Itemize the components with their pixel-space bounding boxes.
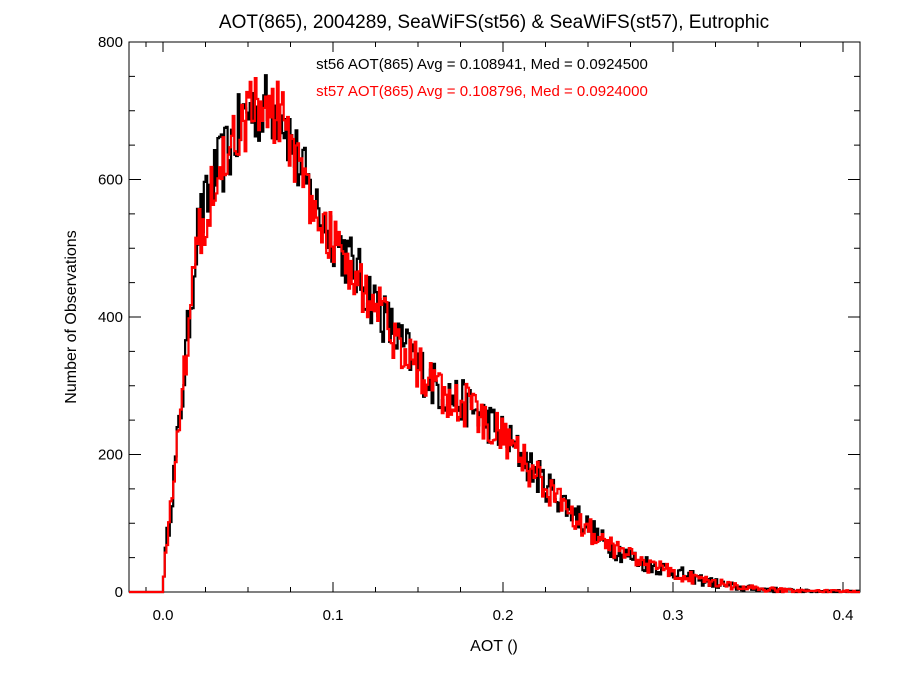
y-tick-label: 200 bbox=[98, 447, 123, 464]
y-axis-label: Number of Observations bbox=[63, 230, 80, 403]
y-tick-label: 600 bbox=[98, 172, 123, 189]
x-axis-label: AOT () bbox=[470, 638, 518, 655]
x-tick-label: 0.2 bbox=[493, 607, 514, 624]
series-layer bbox=[129, 74, 860, 594]
tick-labels: 0.0 0.1 0.2 0.3 0.4 0 200 400 600 800 bbox=[98, 34, 853, 624]
x-tick-label: 0.4 bbox=[833, 607, 854, 624]
x-tick-label: 0.1 bbox=[323, 607, 344, 624]
annotation-st56: st56 AOT(865) Avg = 0.108941, Med = 0.09… bbox=[316, 56, 648, 73]
x-tick-label: 0.3 bbox=[663, 607, 684, 624]
y-tick-label: 800 bbox=[98, 34, 123, 51]
chart-title: AOT(865), 2004289, SeaWiFS(st56) & SeaWi… bbox=[219, 12, 769, 33]
y-tick-label: 400 bbox=[98, 309, 123, 326]
x-tick-label: 0.0 bbox=[153, 607, 174, 624]
annotation-st57: st57 AOT(865) Avg = 0.108796, Med = 0.09… bbox=[316, 83, 648, 100]
series-st57 bbox=[129, 77, 860, 594]
y-tick-label: 0 bbox=[115, 584, 123, 601]
